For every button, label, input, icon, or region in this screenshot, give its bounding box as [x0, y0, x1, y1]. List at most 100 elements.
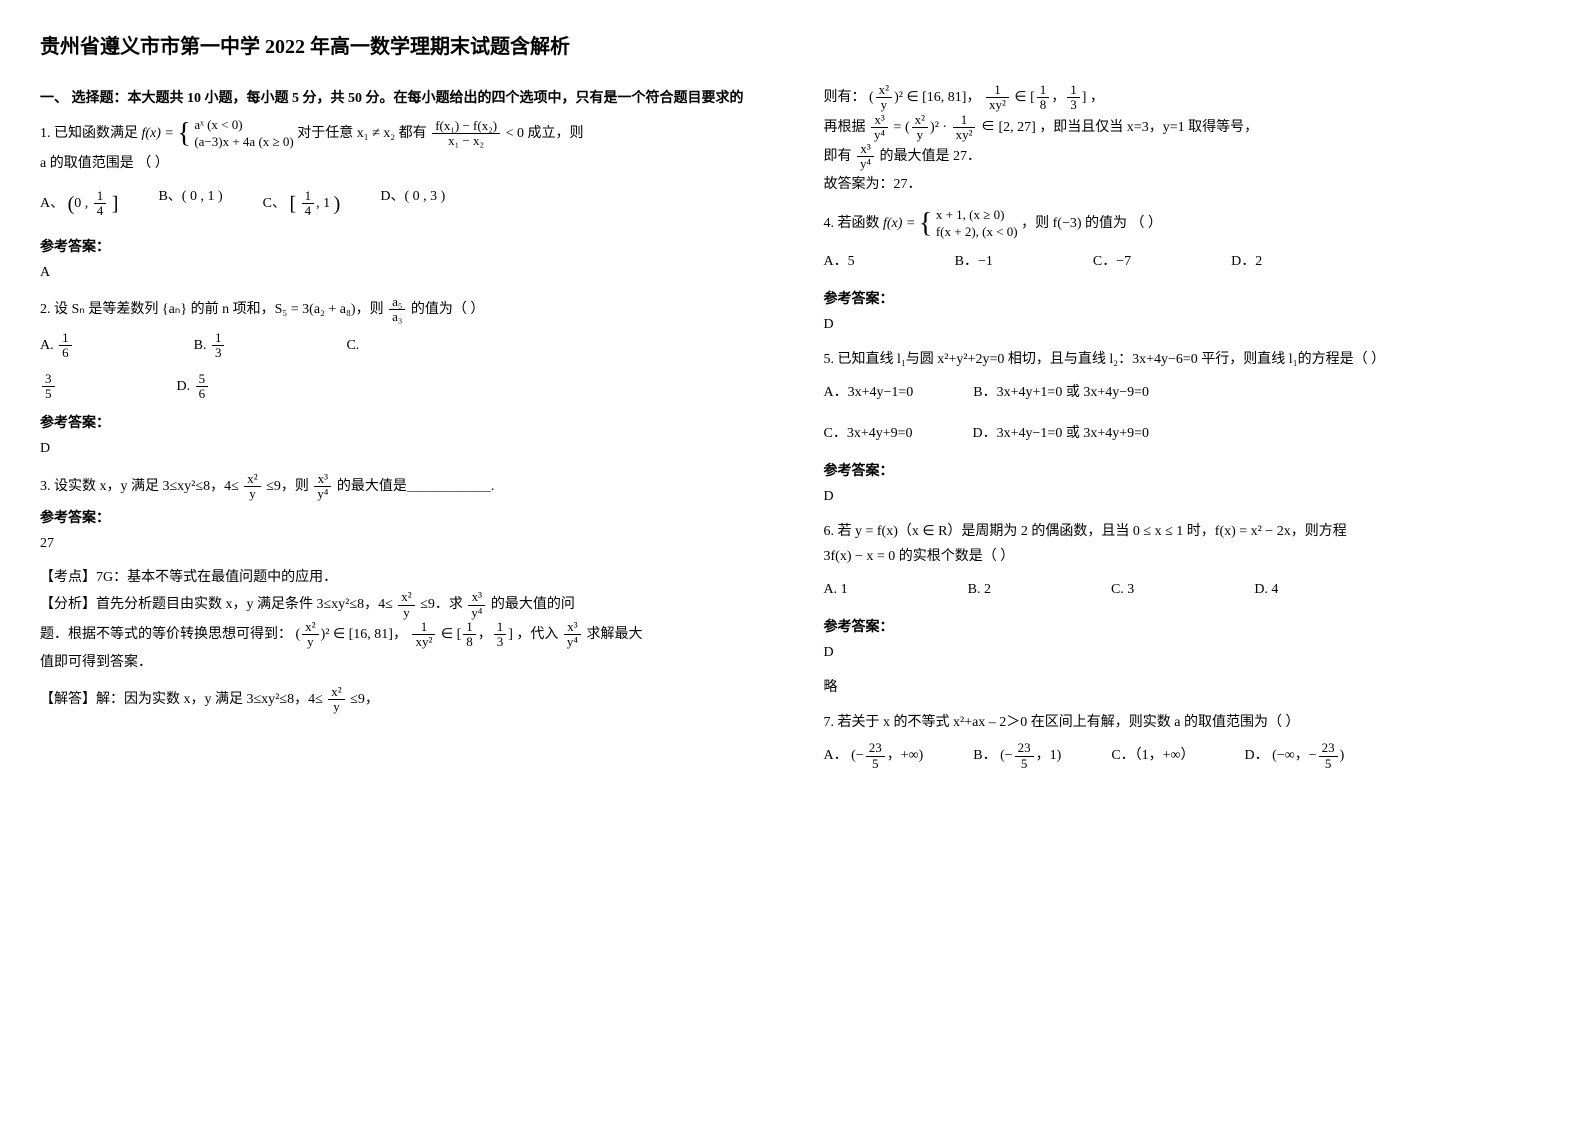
q3-f2-d: y⁴: [314, 487, 331, 501]
q6-stem-a: 6. 若 y = f(x)（x ∈ R）是周期为 2 的偶函数，且当 0 ≤ x…: [824, 519, 1548, 544]
question-2: 2. 设 Sₙ 是等差数列 {aₙ} 的前 n 项和，S₅ = 3(a₂ + a…: [40, 295, 764, 325]
q2-stem-b: 的值为（ ）: [411, 302, 485, 317]
q3-r-e: ，: [1090, 90, 1104, 105]
c18d2: 8: [1037, 98, 1050, 112]
q5-optD: D．3x+4y−1=0 或 3x+4y+9=0: [973, 419, 1149, 450]
section-1-heading: 一、 选择题：本大题共 10 小题，每小题 5 分，共 50 分。在每小题给出的…: [40, 87, 764, 107]
q4-optD: D．2: [1231, 247, 1262, 278]
c18d: 8: [463, 635, 476, 649]
q3-answer: 27: [40, 531, 764, 556]
q1-options: A、 (0 , 14 ] B、( 0 , 1 ) C、 [ 14, 1 ) D、…: [40, 182, 764, 226]
n4: x²: [876, 83, 892, 98]
sq1: ²: [325, 627, 329, 642]
q3-fx-g: ]: [508, 627, 513, 642]
brace-icon: {: [919, 210, 932, 238]
q3-r-a: 则有：: [824, 90, 866, 105]
q2-optD-l: D.: [177, 379, 191, 394]
q3-stem-c: 的最大值是＿＿＿＿＿＿.: [337, 479, 495, 494]
q3-jieda: 【解答】解：因为实数 x，y 满足 3≤xy²≤8，4≤ x²y ≤9，: [40, 685, 764, 715]
q1-stem-c: 成立，则: [527, 126, 583, 141]
xy2n: 1: [412, 620, 435, 635]
page-title: 贵州省遵义市市第一中学 2022 年高一数学理期末试题含解析: [40, 30, 1547, 59]
q2-vA-d: 6: [59, 346, 72, 360]
q7-ninf: (−∞，: [1272, 748, 1309, 763]
q7-c2: ，: [1036, 748, 1050, 763]
q1-piecewise: aˣ (x < 0) (a−3)x + 4a (x ≥ 0): [194, 117, 293, 151]
q3-stem-b: ≤9，则: [266, 479, 312, 494]
q7-optB: B． (−235，1): [973, 741, 1061, 772]
q1-optC: C、 [ 14, 1 ): [263, 182, 341, 226]
q4-optA: A．5: [824, 247, 855, 278]
q2-optA: A. 16: [40, 331, 74, 362]
q3-kaodian: 【考点】7G：基本不等式在最值问题中的应用．: [40, 566, 764, 586]
q6-optA: A. 1: [824, 575, 848, 606]
q7-optB-l: B．: [973, 748, 996, 763]
lp2: (: [869, 90, 874, 105]
n7: x³: [857, 142, 874, 157]
c13n: 1: [494, 620, 507, 635]
q3-r-j: 的最大值是 27．: [880, 149, 982, 164]
q2-optD: D. 56: [177, 372, 211, 403]
q1-answer-label: 参考答案：: [40, 236, 764, 256]
q4-optB: B．−1: [955, 247, 993, 278]
q1-ineq-frac: f(x₁) − f(x₂) x₁ − x₂: [432, 119, 500, 149]
q7-options: A． (−235，+∞) B． (−235，1) C．（1，+∞） D． (−∞…: [824, 741, 1548, 772]
q3-right-cont: 则有： (x²y)² ∈ [16, 81]， 1xy² ∈ [18，13] ， …: [824, 83, 1548, 197]
q1-piece-bot: (a−3)x + 4a (x ≥ 0): [194, 134, 293, 151]
q3-answer-label: 参考答案：: [40, 507, 764, 527]
q1-optA: A、 (0 , 14 ]: [40, 182, 118, 226]
q1-piece-top: aˣ (x < 0): [194, 117, 293, 134]
q3-fx-j: 值即可得到答案．: [40, 655, 152, 670]
sq3: ²: [935, 120, 939, 135]
q5-answer: D: [824, 484, 1548, 509]
q4-answer: D: [824, 312, 1548, 337]
question-3: 3. 设实数 x，y 满足 3≤xy²≤8，4≤ x²y ≤9，则 x³y⁴ 的…: [40, 472, 764, 502]
xy2d: xy²: [412, 635, 435, 649]
n3: x²: [328, 685, 344, 700]
q5-optC: C．3x+4y+9=0: [824, 419, 913, 450]
q2-frac-num: a₅: [389, 295, 405, 310]
question-6: 6. 若 y = f(x)（x ∈ R）是周期为 2 的偶函数，且当 0 ≤ x…: [824, 519, 1548, 569]
c13d: 3: [494, 635, 507, 649]
xy2d3: xy²: [953, 128, 976, 142]
q1-stem-b: 对于任意 x₁ ≠ x₂ 都有: [297, 126, 430, 141]
xy2d2: xy²: [986, 98, 1009, 112]
q3-fx-e: ∈ [16, 81]: [333, 627, 393, 642]
q3-fenxi: 【分析】首先分析题目由实数 x，y 满足条件 3≤xy²≤8，4≤ x²y ≤9…: [40, 590, 764, 674]
q2-optA-l: A.: [40, 338, 54, 353]
q6-answer: D: [824, 640, 1548, 665]
q3-f1-n: x²: [244, 472, 260, 487]
q1-ineq-num: f(x₁) − f(x₂): [432, 119, 500, 134]
q5-answer-label: 参考答案：: [824, 460, 1548, 480]
q2-vB-d: 3: [212, 346, 225, 360]
question-1: 1. 已知函数满足 f(x) = { aˣ (x < 0) (a−3)x + 4…: [40, 117, 764, 176]
q3-fx-f: ∈ [: [441, 627, 461, 642]
d3: y: [328, 700, 344, 714]
q2-frac-den: a₃: [389, 310, 405, 324]
lp3: (: [905, 120, 910, 135]
q7-optA: A． (−235，+∞): [824, 741, 924, 772]
q7-optD-l: D．: [1245, 748, 1269, 763]
q2-vA-n: 1: [59, 331, 72, 346]
q3-fx-f1d: y: [398, 606, 414, 620]
question-7: 7. 若关于 x 的不等式 x²+ax – 2＞0 在区间上有解，则实数 a 的…: [824, 710, 1548, 735]
q5-options-2: C．3x+4y+9=0 D．3x+4y−1=0 或 3x+4y+9=0: [824, 419, 1548, 450]
q4-options: A．5 B．−1 C．−7 D．2: [824, 247, 1548, 278]
q1-optA-label: A、: [40, 196, 64, 211]
q3-r-d: ]: [1082, 90, 1087, 105]
q7-vn3: 23: [1319, 741, 1338, 756]
sq2: ²: [899, 90, 903, 105]
q7-lp2: (−: [1000, 748, 1013, 763]
q4-stem-b: ，则 f(−3) 的值为 （ ）: [1021, 216, 1162, 231]
q2-optB: B. 13: [194, 331, 227, 362]
q3-r-i: 即有: [824, 149, 852, 164]
q2-frac: a₅ a₃: [389, 295, 405, 325]
q2-options-2: 35 D. 56: [40, 372, 764, 403]
q3-fx-h: ，代入: [516, 627, 558, 642]
q5-optB: B．3x+4y+1=0 或 3x+4y−9=0: [973, 378, 1149, 409]
n5: x³: [871, 113, 888, 128]
q2-vC-n: 3: [42, 372, 55, 387]
q2-options: A. 16 B. 13 C.: [40, 331, 764, 362]
d7: y⁴: [857, 157, 874, 171]
q7-c1: ，: [887, 748, 901, 763]
